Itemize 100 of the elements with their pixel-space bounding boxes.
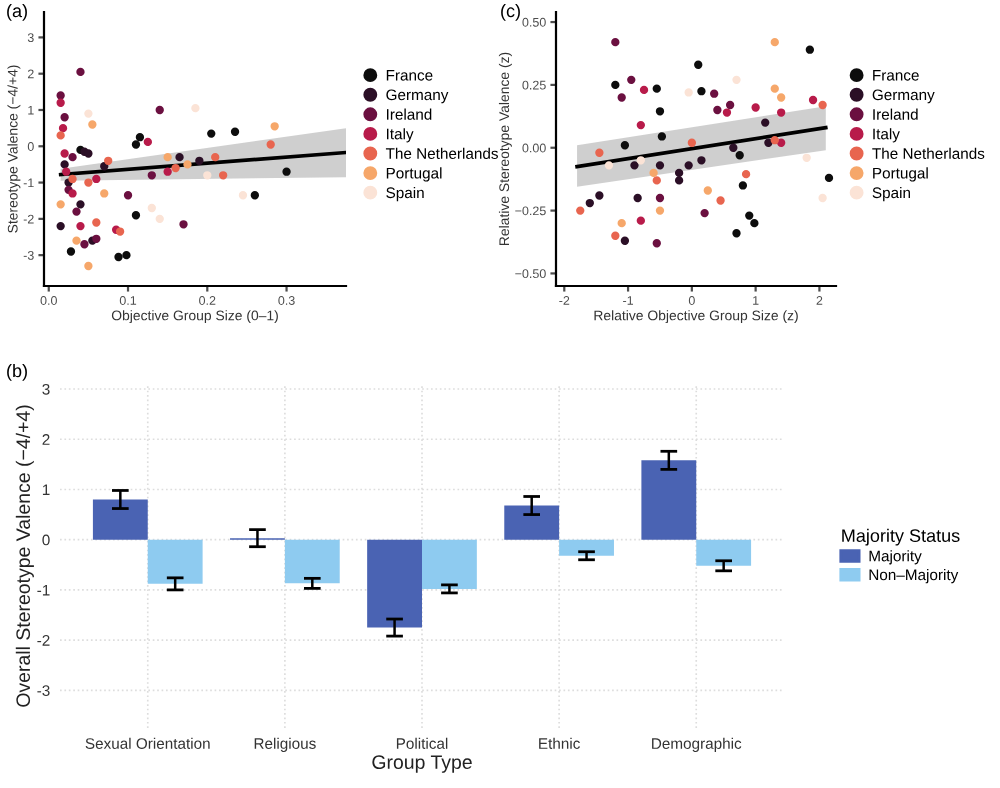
- point: [770, 38, 779, 47]
- point: [611, 231, 620, 240]
- point: [655, 206, 665, 215]
- point: [722, 108, 732, 117]
- legend-title: Majority Status: [842, 528, 960, 546]
- point: [58, 123, 68, 133]
- point: [88, 120, 97, 129]
- point: [725, 100, 735, 110]
- point: [76, 200, 85, 209]
- point: [657, 132, 667, 141]
- point: [84, 109, 93, 118]
- point: [56, 98, 65, 107]
- chart-title: (a): [7, 4, 27, 21]
- point: [751, 103, 760, 112]
- point: [175, 153, 184, 162]
- point: [84, 178, 93, 187]
- point: [716, 196, 725, 205]
- point: [617, 93, 626, 102]
- point: [750, 218, 759, 228]
- point: [76, 221, 85, 231]
- x-axis-title: Group Type: [372, 755, 472, 773]
- point: [687, 138, 697, 147]
- point: [620, 141, 630, 150]
- point: [636, 120, 645, 130]
- point: [135, 133, 145, 142]
- point: [818, 100, 827, 110]
- bar: [284, 539, 340, 584]
- point: [131, 211, 141, 220]
- point: [195, 156, 204, 165]
- point: [611, 80, 620, 90]
- point: [68, 153, 77, 162]
- point: [179, 220, 188, 229]
- point: [72, 207, 81, 216]
- point: [84, 261, 93, 271]
- point: [824, 173, 834, 183]
- point: [655, 193, 665, 203]
- point: [60, 113, 69, 122]
- point: [595, 148, 604, 157]
- point: [655, 107, 665, 116]
- point: [805, 45, 815, 54]
- point: [604, 161, 614, 170]
- point: [630, 161, 639, 170]
- point: [114, 252, 123, 262]
- point: [776, 108, 786, 117]
- point: [171, 163, 180, 173]
- point: [163, 167, 172, 176]
- point: [633, 193, 642, 203]
- point: [211, 153, 220, 162]
- point: [732, 229, 741, 238]
- point: [808, 95, 818, 105]
- point: [639, 85, 649, 95]
- point: [745, 211, 754, 220]
- point: [697, 156, 706, 165]
- point: [585, 198, 594, 208]
- point: [56, 91, 65, 100]
- bar: [641, 460, 697, 540]
- point: [710, 89, 719, 98]
- point: [636, 216, 645, 225]
- point: [230, 127, 240, 136]
- point: [684, 161, 693, 170]
- point: [270, 122, 279, 131]
- point: [703, 186, 712, 195]
- y-axis-title: Overall Stereotype Valence (−4/+4): [15, 405, 34, 707]
- point: [802, 153, 811, 162]
- point: [203, 171, 212, 180]
- point: [627, 75, 636, 85]
- bar: [422, 539, 477, 589]
- point: [76, 67, 85, 77]
- point: [738, 181, 748, 190]
- point: [147, 203, 156, 213]
- point: [56, 131, 65, 140]
- point: [163, 153, 172, 162]
- point: [147, 171, 156, 180]
- point: [735, 151, 744, 160]
- point: [636, 156, 645, 165]
- point: [155, 105, 164, 115]
- chart-title: (b): [7, 364, 27, 381]
- point: [684, 88, 693, 97]
- point: [72, 236, 81, 245]
- point: [122, 250, 131, 260]
- point: [818, 193, 827, 203]
- point: [617, 218, 626, 228]
- bar: [559, 539, 614, 556]
- point: [282, 167, 291, 176]
- point: [218, 171, 228, 180]
- point: [100, 189, 109, 198]
- point: [694, 60, 703, 69]
- point: [191, 104, 200, 113]
- point: [56, 200, 65, 209]
- point: [674, 176, 684, 185]
- point: [62, 167, 71, 176]
- point: [729, 143, 738, 152]
- point: [595, 191, 604, 200]
- point: [250, 191, 260, 200]
- point: [776, 138, 786, 147]
- chart-title: (c): [501, 4, 520, 21]
- point: [143, 137, 152, 147]
- point: [92, 174, 101, 184]
- point: [652, 176, 661, 185]
- point: [266, 140, 275, 149]
